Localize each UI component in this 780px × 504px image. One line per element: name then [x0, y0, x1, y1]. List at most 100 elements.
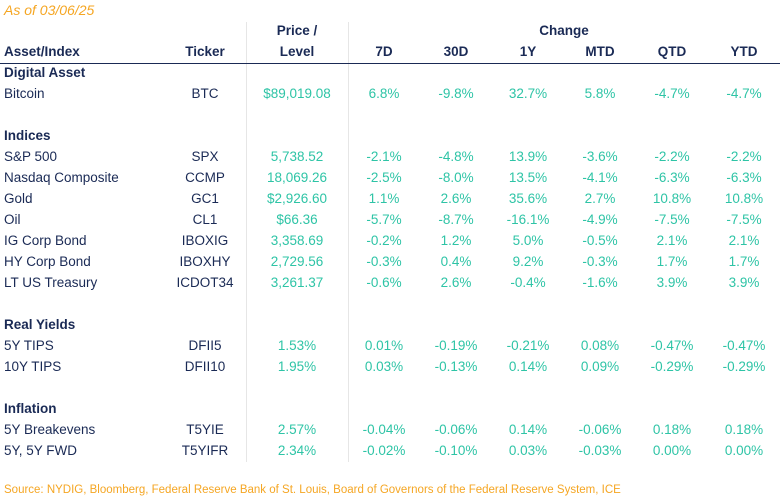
ticker: IBOXHY — [179, 254, 231, 269]
header-price-line2: Level — [279, 44, 315, 59]
change-7d: -0.2% — [366, 233, 402, 248]
change-mtd: 0.08% — [580, 338, 620, 353]
change-mtd: -4.1% — [582, 170, 618, 185]
ticker: T5YIFR — [181, 443, 229, 458]
change-qtd: -0.29% — [650, 359, 694, 374]
change-ytd: -0.47% — [722, 338, 766, 353]
change-7d: -5.7% — [366, 212, 402, 227]
section-title: Real Yields — [4, 317, 76, 332]
ticker: BTC — [191, 86, 219, 101]
change-qtd: -0.47% — [650, 338, 694, 353]
price-level: 18,069.26 — [266, 170, 328, 185]
asset-name: LT US Treasury — [4, 275, 98, 290]
change-1y: 0.03% — [508, 443, 548, 458]
change-7d: -0.02% — [362, 443, 406, 458]
change-7d: 0.03% — [364, 359, 404, 374]
change-ytd: -4.7% — [726, 86, 762, 101]
change-mtd: -4.9% — [582, 212, 618, 227]
price-level: 2,729.56 — [270, 254, 324, 269]
change-ytd: 2.1% — [728, 233, 760, 248]
header-divider — [0, 63, 780, 64]
change-30d: -0.13% — [434, 359, 478, 374]
ticker: ICDOT34 — [176, 275, 234, 290]
asset-name: 10Y TIPS — [4, 359, 62, 374]
header-period-ytd: YTD — [730, 44, 758, 59]
section-title: Inflation — [4, 401, 57, 416]
header-ticker: Ticker — [185, 44, 225, 59]
change-qtd: -4.7% — [654, 86, 690, 101]
change-qtd: 10.8% — [652, 191, 692, 206]
column-divider — [348, 22, 349, 462]
change-1y: 5.0% — [512, 233, 544, 248]
price-level: 2.57% — [277, 422, 317, 437]
change-30d: -8.7% — [438, 212, 474, 227]
change-7d: -0.04% — [362, 422, 406, 437]
change-1y: 13.9% — [508, 149, 548, 164]
change-ytd: 0.00% — [724, 443, 764, 458]
ticker: DFII10 — [184, 359, 226, 374]
change-mtd: 2.7% — [584, 191, 616, 206]
change-ytd: -0.29% — [722, 359, 766, 374]
price-level: $66.36 — [276, 212, 318, 227]
change-mtd: -1.6% — [582, 275, 618, 290]
price-level: 3,261.37 — [270, 275, 324, 290]
header-change: Change — [539, 23, 589, 38]
change-ytd: -6.3% — [726, 170, 762, 185]
change-1y: 9.2% — [512, 254, 544, 269]
ticker: GC1 — [191, 191, 219, 206]
change-30d: 0.4% — [440, 254, 472, 269]
change-ytd: 1.7% — [728, 254, 760, 269]
change-7d: -0.6% — [366, 275, 402, 290]
price-level: $2,926.60 — [266, 191, 328, 206]
asset-name: HY Corp Bond — [4, 254, 91, 269]
ticker: DFII5 — [188, 338, 222, 353]
change-ytd: 3.9% — [728, 275, 760, 290]
change-mtd: -0.3% — [582, 254, 618, 269]
change-mtd: -0.5% — [582, 233, 618, 248]
change-ytd: 0.18% — [724, 422, 764, 437]
change-7d: -2.5% — [366, 170, 402, 185]
change-1y: 0.14% — [508, 422, 548, 437]
change-30d: 2.6% — [440, 275, 472, 290]
asset-name: Oil — [4, 212, 21, 227]
header-period-qtd: QTD — [657, 44, 687, 59]
change-7d: 6.8% — [368, 86, 400, 101]
change-qtd: 0.00% — [652, 443, 692, 458]
change-qtd: -2.2% — [654, 149, 690, 164]
change-qtd: -6.3% — [654, 170, 690, 185]
change-mtd: -0.03% — [578, 443, 622, 458]
ticker: T5YIE — [186, 422, 224, 437]
change-1y: -16.1% — [506, 212, 550, 227]
change-1y: 13.5% — [508, 170, 548, 185]
ticker: CL1 — [192, 212, 218, 227]
column-divider — [246, 22, 247, 462]
header-price-line1: Price / — [276, 23, 318, 38]
asset-name: IG Corp Bond — [4, 233, 87, 248]
change-1y: -0.4% — [510, 275, 546, 290]
price-level: 1.95% — [277, 359, 317, 374]
change-1y: 0.14% — [508, 359, 548, 374]
price-level: 5,738.52 — [270, 149, 324, 164]
change-qtd: 1.7% — [656, 254, 688, 269]
asset-name: 5Y Breakevens — [4, 422, 96, 437]
change-30d: 1.2% — [440, 233, 472, 248]
change-30d: -8.0% — [438, 170, 474, 185]
change-mtd: 0.09% — [580, 359, 620, 374]
header-period-7d: 7D — [375, 44, 393, 59]
asset-name: Bitcoin — [4, 86, 45, 101]
change-1y: 35.6% — [508, 191, 548, 206]
source-note: Source: NYDIG, Bloomberg, Federal Reserv… — [4, 484, 621, 496]
header-period-1y: 1Y — [519, 44, 537, 59]
change-qtd: 3.9% — [656, 275, 688, 290]
change-7d: -2.1% — [366, 149, 402, 164]
price-level: 3,358.69 — [270, 233, 324, 248]
change-qtd: 2.1% — [656, 233, 688, 248]
asset-name: 5Y TIPS — [4, 338, 54, 353]
change-mtd: 5.8% — [584, 86, 616, 101]
change-7d: 0.01% — [364, 338, 404, 353]
ticker: IBOXIG — [181, 233, 229, 248]
asset-name: S&P 500 — [4, 149, 58, 164]
change-1y: -0.21% — [506, 338, 550, 353]
ticker: SPX — [191, 149, 219, 164]
change-30d: -0.19% — [434, 338, 478, 353]
